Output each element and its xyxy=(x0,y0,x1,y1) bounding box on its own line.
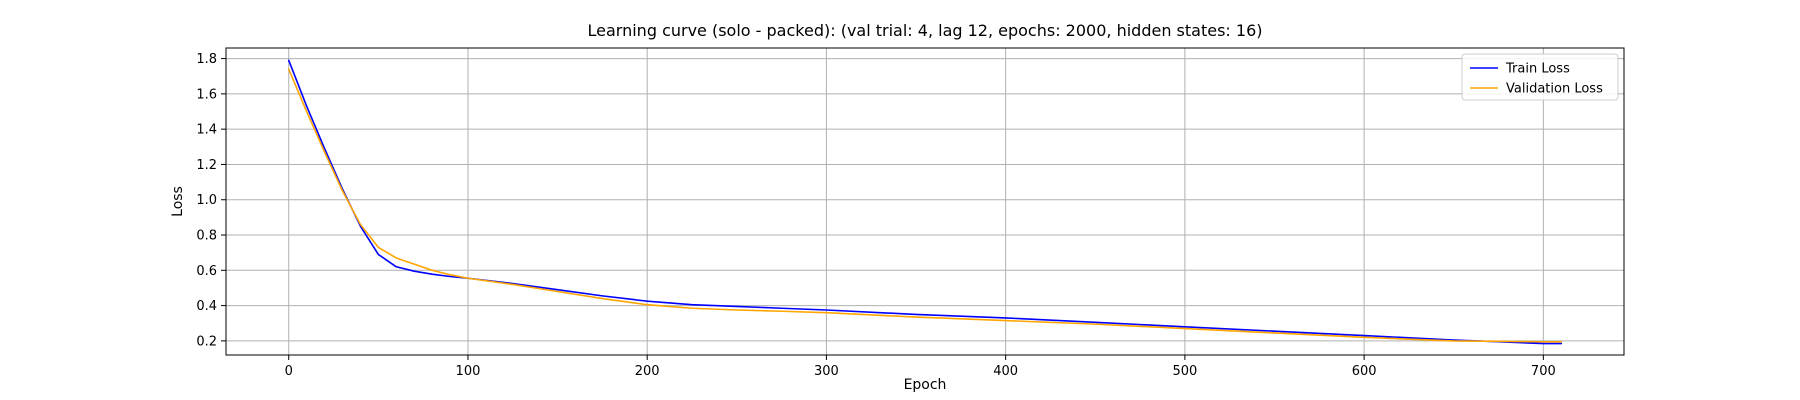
x-tick-label: 400 xyxy=(993,364,1018,379)
x-tick-label: 500 xyxy=(1172,364,1197,379)
plot-area-frame xyxy=(225,47,1625,356)
chart-title: Learning curve (solo - packed): (val tri… xyxy=(588,21,1263,40)
series-layer xyxy=(287,59,1563,345)
x-tick-label: 700 xyxy=(1531,364,1556,379)
x-axis-label: Epoch xyxy=(904,377,947,393)
x-tick-label: 600 xyxy=(1352,364,1377,379)
legend: Train Loss Validation Loss xyxy=(1461,53,1619,101)
y-tick-label: 1.0 xyxy=(196,193,217,208)
y-tick-label: 0.2 xyxy=(196,334,217,349)
legend-label: Validation Loss xyxy=(1506,82,1603,97)
y-tick-label: 0.8 xyxy=(196,229,217,244)
x-tick-label: 0 xyxy=(285,364,293,379)
x-tick-label: 200 xyxy=(635,364,660,379)
y-tick-label: 1.2 xyxy=(196,158,217,173)
y-tick-label: 0.4 xyxy=(196,299,217,314)
legend-box xyxy=(1461,53,1619,101)
x-tick-label: 100 xyxy=(456,364,481,379)
legend-label: Train Loss xyxy=(1505,62,1570,77)
y-tick-label: 1.8 xyxy=(196,52,217,67)
tick-layer: 0 100 200 300 400 500 600 700 0.2 0.4 0.6 0.8 1.0 1.2… xyxy=(196,52,1555,379)
y-axis-label: Loss xyxy=(170,186,186,217)
x-tick-label: 300 xyxy=(814,364,839,379)
y-tick-label: 1.4 xyxy=(196,123,217,138)
series-line-validation-loss xyxy=(287,68,1563,343)
series-line-train-loss xyxy=(287,59,1563,345)
grid-layer xyxy=(226,48,1624,355)
y-tick-label: 0.6 xyxy=(196,264,217,279)
y-tick-label: 1.6 xyxy=(196,87,217,102)
